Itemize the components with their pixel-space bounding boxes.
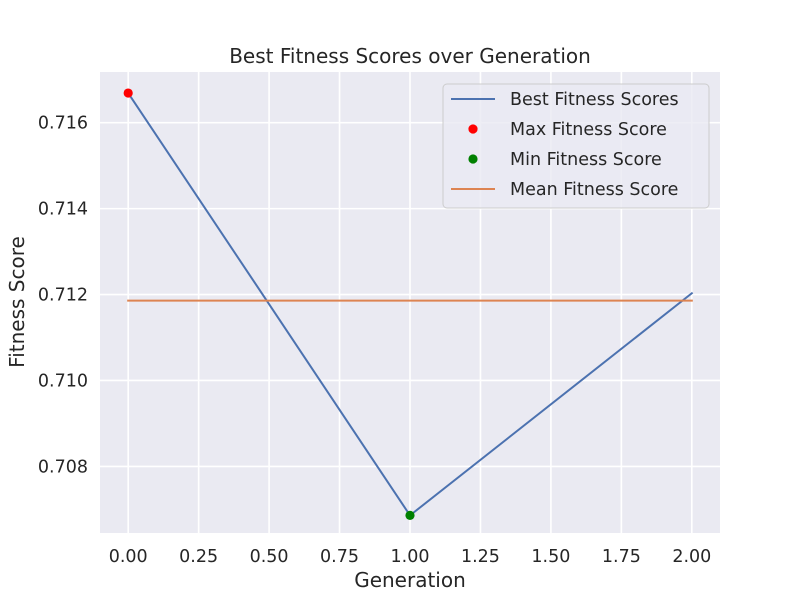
y-tick-label: 0.710 bbox=[38, 371, 88, 391]
x-tick-label: 0.50 bbox=[250, 547, 289, 567]
y-tick-label: 0.708 bbox=[38, 457, 88, 477]
x-tick-label: 0.75 bbox=[320, 547, 359, 567]
legend-marker-min-fitness-score bbox=[468, 154, 478, 164]
y-axis-label: Fitness Score bbox=[5, 236, 29, 368]
chart-title: Best Fitness Scores over Generation bbox=[229, 44, 591, 68]
legend-label-min-fitness-score: Min Fitness Score bbox=[510, 150, 662, 170]
x-tick-label: 0.00 bbox=[109, 547, 148, 567]
legend-marker-max-fitness-score bbox=[468, 124, 478, 134]
y-tick-label: 0.714 bbox=[38, 200, 88, 220]
legend-box bbox=[442, 83, 710, 209]
x-tick-label: 1.25 bbox=[461, 547, 500, 567]
x-tick-label: 1.00 bbox=[391, 547, 430, 567]
x-tick-label: 1.75 bbox=[602, 547, 641, 567]
y-tick-label: 0.712 bbox=[38, 286, 88, 306]
y-tick-label: 0.716 bbox=[38, 114, 88, 134]
series-layer bbox=[123, 88, 694, 520]
legend-label-mean-fitness-score: Mean Fitness Score bbox=[510, 180, 678, 200]
legend-label-max-fitness-score: Max Fitness Score bbox=[510, 120, 667, 140]
x-tick-label: 0.25 bbox=[179, 547, 218, 567]
x-tick-label: 1.50 bbox=[531, 547, 570, 567]
x-tick-label: 2.00 bbox=[672, 547, 711, 567]
tick-labels: 0.00 0.25 0.50 0.75 1.00 1.25 1.50 1.75 2.00 0.70… bbox=[38, 114, 711, 567]
legend-label-best-fitness-scores: Best Fitness Scores bbox=[510, 90, 679, 110]
min-fitness-point bbox=[405, 510, 415, 520]
legend: Best Fitness Scores Max Fitness Score Min … bbox=[442, 83, 710, 209]
max-fitness-point bbox=[123, 88, 133, 98]
x-axis-label: Generation bbox=[354, 568, 466, 592]
